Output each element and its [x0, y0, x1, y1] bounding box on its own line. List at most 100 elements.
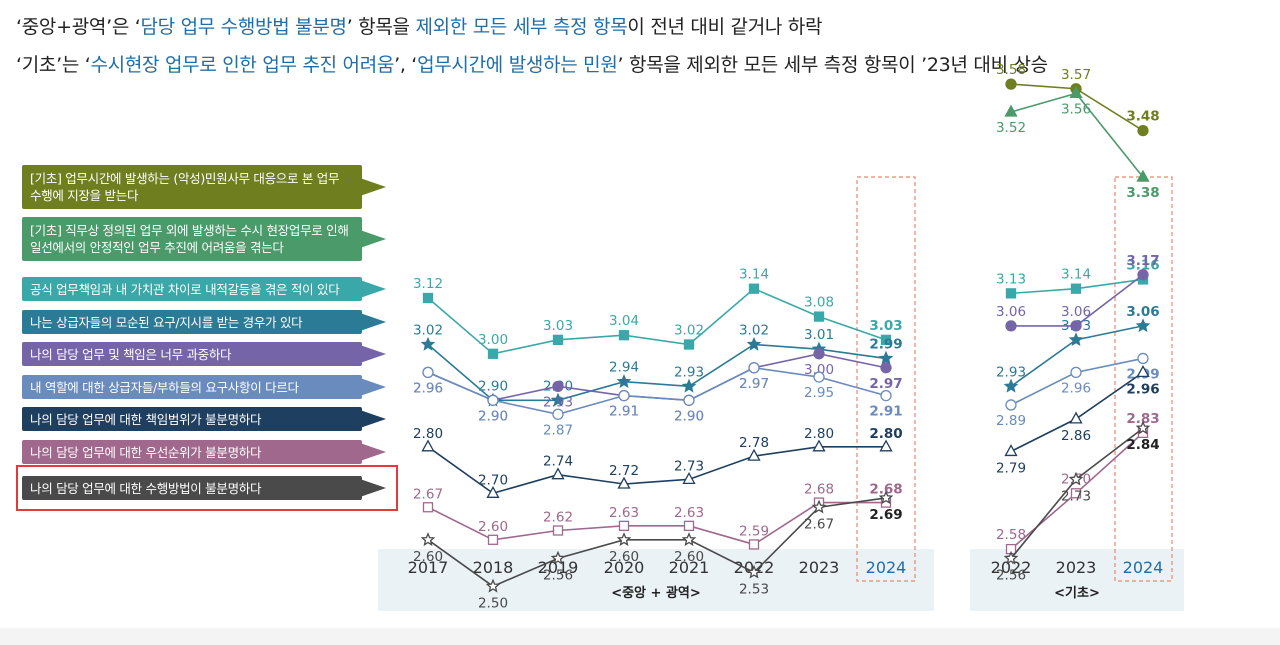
data-point [880, 362, 892, 374]
data-point [812, 439, 826, 452]
data-point [1005, 78, 1017, 90]
data-point [1069, 86, 1083, 99]
data-point [617, 476, 631, 489]
data-point [616, 374, 632, 388]
data-point [1136, 169, 1150, 182]
x-tick-label: 2022 [991, 558, 1032, 577]
data-label: 3.14 [1061, 267, 1091, 283]
data-label: 2.93 [996, 364, 1026, 380]
data-label: 3.58 [996, 62, 1026, 78]
series-line [427, 497, 887, 588]
data-label: 3.48 [1126, 109, 1159, 125]
data-label: 3.17 [1126, 253, 1159, 269]
data-label: 2.56 [996, 567, 1026, 583]
data-point [1136, 365, 1150, 378]
headline-2b: 수시현장 업무로 인한 업무 추진 어려움 [90, 54, 395, 76]
data-point [618, 520, 630, 531]
data-point [551, 467, 565, 480]
data-point [746, 336, 762, 351]
data-point [880, 389, 892, 402]
series-line [427, 445, 886, 495]
data-label: 2.83 [1126, 411, 1159, 427]
headline: ‘중앙+광역’은 ‘담당 업무 수행방법 불분명’ 항목을 제외한 모든 세부 … [16, 8, 1266, 84]
data-point [550, 392, 566, 407]
data-label: 3.56 [1061, 101, 1091, 117]
data-label: 2.96 [413, 380, 443, 396]
data-point [618, 389, 630, 402]
data-label: 3.13 [996, 271, 1026, 287]
data-label: 2.60 [674, 549, 704, 565]
data-point [552, 380, 564, 393]
data-label: 3.16 [1126, 257, 1159, 273]
data-point [748, 362, 760, 374]
data-point [552, 525, 564, 536]
data-label: 2.79 [996, 460, 1026, 476]
data-point [1004, 104, 1018, 117]
data-point [618, 330, 630, 341]
data-label: 2.80 [413, 426, 443, 442]
data-label: 2.95 [804, 385, 834, 401]
data-label: 2.89 [996, 413, 1026, 429]
data-point [420, 336, 436, 351]
data-point [486, 485, 500, 498]
data-label: 2.56 [543, 567, 573, 583]
highlight-2024-central [856, 176, 916, 582]
data-label: 2.60 [413, 549, 443, 565]
data-point [878, 350, 894, 365]
group-label-central: <중앙 + 광역> [611, 585, 701, 601]
data-label: 2.93 [674, 364, 704, 380]
data-label: 3.06 [996, 304, 1026, 320]
data-label: 3.57 [1061, 67, 1091, 83]
data-point [1068, 332, 1084, 347]
data-point [1070, 283, 1082, 294]
data-label: 2.93 [543, 394, 573, 410]
data-label: 2.67 [804, 516, 834, 532]
data-point [811, 499, 827, 514]
series-line [427, 287, 887, 355]
data-label: 2.50 [478, 595, 508, 611]
x-tick-label: 2021 [669, 558, 710, 577]
data-point [1137, 124, 1149, 137]
data-point [487, 348, 499, 359]
series-line [427, 501, 886, 546]
data-point [1135, 318, 1151, 333]
data-point [552, 408, 564, 420]
x-tick-label: 2023 [799, 558, 840, 577]
legend-item: 공식 업무책임과 내 가치관 차이로 내적갈등을 겪은 적이 있다 [22, 277, 386, 301]
legend-highlight-box [16, 465, 398, 511]
data-label: 3.12 [413, 276, 443, 292]
data-label: 2.73 [674, 458, 704, 474]
data-label: 2.68 [804, 482, 834, 498]
data-point [880, 334, 892, 346]
legend-item: 나의 담당 업무에 대한 수행방법이 불분명하다 [22, 476, 386, 500]
headline-2d: 업무시간에 발생하는 민원 [417, 54, 618, 76]
data-point [683, 520, 695, 531]
data-label: 2.70 [478, 472, 508, 488]
data-label: 3.02 [674, 323, 704, 339]
data-point [1005, 288, 1017, 299]
x-axis-band-central [378, 549, 934, 611]
data-label: 2.90 [674, 408, 704, 424]
data-point [1070, 320, 1082, 332]
data-label: 2.90 [478, 408, 508, 424]
data-label: 2.96 [413, 380, 443, 396]
data-label: 3.01 [804, 327, 834, 343]
data-label: 2.97 [869, 376, 902, 392]
series-line [427, 343, 887, 402]
data-label: 2.53 [739, 581, 769, 597]
data-point [879, 439, 893, 452]
data-label: 2.62 [543, 510, 573, 526]
data-point [422, 292, 434, 304]
data-point [422, 366, 434, 379]
data-label: 3.08 [804, 295, 834, 311]
data-label: 2.91 [609, 404, 639, 420]
x-tick-label: 2023 [1056, 558, 1097, 577]
data-point [683, 339, 695, 350]
data-point [420, 532, 436, 547]
legend-item: [기초] 업무시간에 발생하는 (악성)민원사무 대응으로 본 업무 수행에 지… [22, 165, 386, 209]
data-point [747, 448, 761, 461]
data-point [1005, 399, 1017, 411]
data-point [681, 532, 697, 547]
footer-strip [0, 628, 1280, 645]
